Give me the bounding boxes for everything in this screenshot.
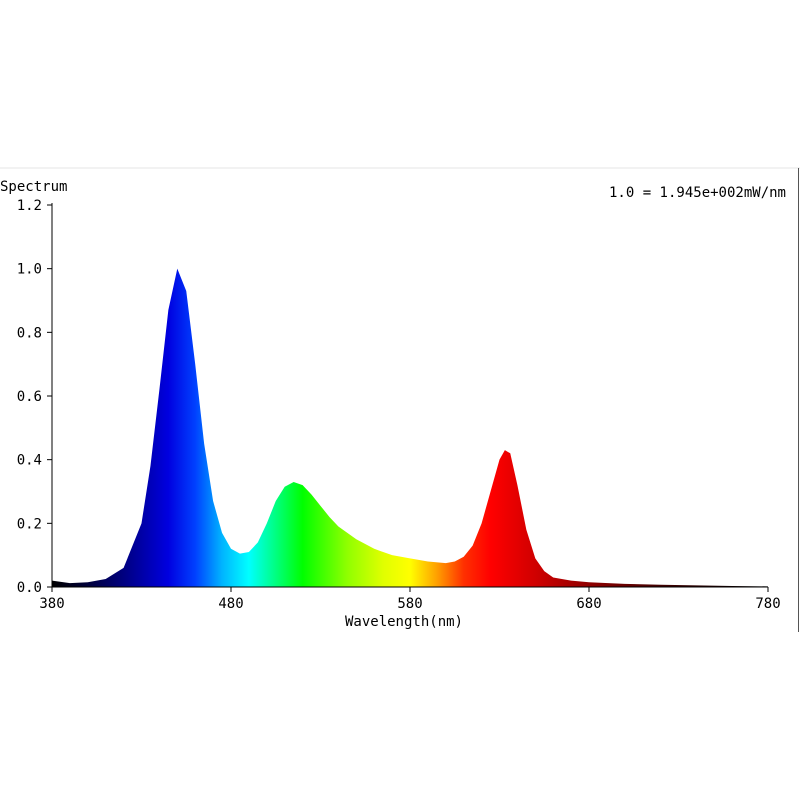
x-tick-label: 580 xyxy=(397,596,422,612)
y-tick-label: 0.4 xyxy=(17,453,42,469)
x-tick-label: 680 xyxy=(576,596,601,612)
x-tick-label: 480 xyxy=(218,596,243,612)
scale-note: 1.0 = 1.945e+002mW/nm xyxy=(609,185,786,201)
plot-area xyxy=(52,268,768,587)
x-tick-label: 380 xyxy=(39,596,64,612)
y-tick-label: 0.6 xyxy=(17,389,42,405)
axes: 0.0 0.2 0.4 0.6 0.8 1.0 1.2 380 480 580 680 780 xyxy=(17,198,781,612)
y-tick-label: 1.0 xyxy=(17,262,42,278)
y-tick-label: 1.2 xyxy=(17,198,42,214)
x-tick-label: 780 xyxy=(755,596,780,612)
spectrum-area-0 xyxy=(52,268,768,587)
chart-title: Spectrum xyxy=(0,179,67,195)
x-axis-label: Wavelength(nm) xyxy=(345,614,463,630)
y-tick-label: 0.2 xyxy=(17,516,42,532)
y-tick-label: 0.8 xyxy=(17,325,42,341)
y-tick-label: 0.0 xyxy=(17,580,42,596)
